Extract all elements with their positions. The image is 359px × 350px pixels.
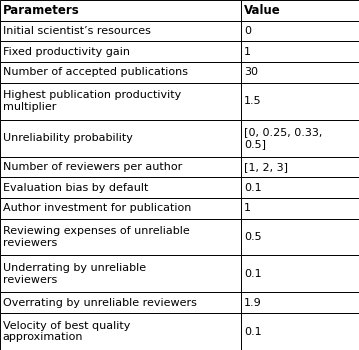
Text: Author investment for publication: Author investment for publication xyxy=(3,203,191,213)
Bar xyxy=(0,21,241,41)
Text: 1.9: 1.9 xyxy=(244,298,262,308)
Text: Highest publication productivity
multiplier: Highest publication productivity multipl… xyxy=(3,90,181,112)
Bar xyxy=(241,62,359,83)
Bar xyxy=(0,177,241,198)
Bar xyxy=(241,177,359,198)
Bar xyxy=(241,83,359,120)
Bar xyxy=(241,0,359,21)
Text: 1: 1 xyxy=(244,203,251,213)
Text: 1: 1 xyxy=(244,47,251,57)
Text: Evaluation bias by default: Evaluation bias by default xyxy=(3,183,148,193)
Text: Number of reviewers per author: Number of reviewers per author xyxy=(3,162,182,172)
Bar xyxy=(241,21,359,41)
Text: Number of accepted publications: Number of accepted publications xyxy=(3,67,188,77)
Text: 0.1: 0.1 xyxy=(244,269,262,279)
Text: Underrating by unreliable
reviewers: Underrating by unreliable reviewers xyxy=(3,263,146,285)
Text: 0.5: 0.5 xyxy=(244,232,262,242)
Bar xyxy=(241,156,359,177)
Bar xyxy=(0,83,241,120)
Bar xyxy=(0,218,241,256)
Bar xyxy=(0,292,241,313)
Text: Parameters: Parameters xyxy=(3,4,80,17)
Bar xyxy=(0,256,241,292)
Text: 30: 30 xyxy=(244,67,258,77)
Bar xyxy=(241,41,359,62)
Text: Initial scientist’s resources: Initial scientist’s resources xyxy=(3,26,151,36)
Bar xyxy=(241,198,359,218)
Bar xyxy=(0,62,241,83)
Text: 1.5: 1.5 xyxy=(244,96,262,106)
Text: [1, 2, 3]: [1, 2, 3] xyxy=(244,162,288,172)
Text: Value: Value xyxy=(244,4,281,17)
Bar xyxy=(0,0,241,21)
Text: Velocity of best quality
approximation: Velocity of best quality approximation xyxy=(3,321,130,342)
Bar xyxy=(241,292,359,313)
Text: Overrating by unreliable reviewers: Overrating by unreliable reviewers xyxy=(3,298,197,308)
Bar xyxy=(0,198,241,218)
Bar xyxy=(0,120,241,156)
Text: [0, 0.25, 0.33,
0.5]: [0, 0.25, 0.33, 0.5] xyxy=(244,127,322,149)
Bar xyxy=(0,313,241,350)
Text: 0.1: 0.1 xyxy=(244,183,262,193)
Bar xyxy=(0,41,241,62)
Text: Unreliability probability: Unreliability probability xyxy=(3,133,133,143)
Text: Fixed productivity gain: Fixed productivity gain xyxy=(3,47,130,57)
Text: Reviewing expenses of unreliable
reviewers: Reviewing expenses of unreliable reviewe… xyxy=(3,226,190,248)
Bar xyxy=(241,256,359,292)
Bar xyxy=(241,313,359,350)
Bar xyxy=(241,218,359,256)
Bar xyxy=(0,156,241,177)
Text: 0.1: 0.1 xyxy=(244,327,262,337)
Text: 0: 0 xyxy=(244,26,251,36)
Bar xyxy=(241,120,359,156)
